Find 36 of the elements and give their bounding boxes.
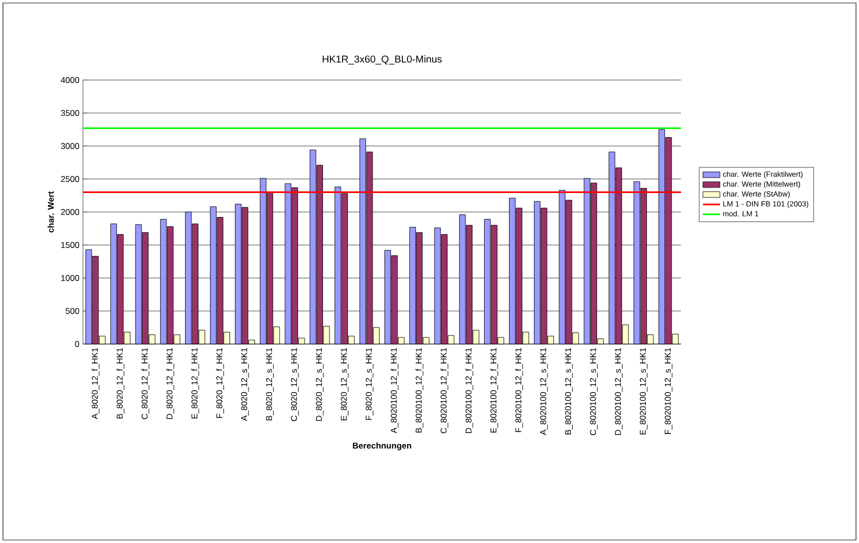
x-tick-label: E_8020_12_f_HK1 — [191, 348, 200, 418]
chart-title: HK1R_3x60_Q_BL0-Minus — [322, 55, 442, 65]
x-tick-label: F_8020100_12_f_HK1 — [515, 348, 523, 432]
x-tick-label: A_8020100_12_f_HK1 — [390, 348, 398, 434]
x-axis-title: Berechnungen — [352, 442, 412, 450]
x-tick-label: E_8020100_12_f_HK1 — [490, 348, 498, 433]
x-tick-label: D_8020100_12_s_HK1 — [614, 348, 623, 435]
y-tick-label: 500 — [66, 308, 80, 314]
x-tick-label: B_8020_12_f_HK1 — [116, 348, 124, 418]
x-tick-label: C_8020_12_s_HK1 — [291, 348, 299, 421]
x-tick-label: B_8020100_12_s_HK1 — [565, 348, 573, 434]
y-axis-title: char. Wert — [48, 191, 54, 232]
y-tick-label: 2000 — [61, 209, 80, 215]
y-tick-label: 4000 — [60, 77, 80, 83]
x-tick-label: E_8020100_12_s_HK1 — [640, 348, 648, 434]
y-tick-label: 0 — [75, 341, 80, 347]
x-tick-label: A_8020_12_f_HK1 — [92, 348, 100, 420]
y-tick-label: 3000 — [60, 143, 80, 149]
x-tick-label: C_8020100_12_s_HK1 — [590, 348, 598, 436]
x-tick-label: D_8020_12_s_HK1 — [316, 348, 324, 421]
x-tick-label: C_8020_12_f_HK1 — [141, 348, 150, 420]
x-tick-label: D_8020_12_f_HK1 — [166, 348, 174, 419]
y-tick-label: 3500 — [60, 110, 80, 116]
x-tick-label: C_8020100_12_f_HK1 — [440, 348, 448, 434]
x-tick-label: F_8020_12_s_HK1 — [366, 348, 374, 420]
x-tick-label: A_8020100_12_s_HK1 — [540, 348, 548, 436]
x-tick-label: E_8020_12_s_HK1 — [340, 348, 348, 420]
x-tick-label: B_8020_12_s_HK1 — [266, 348, 274, 420]
x-tick-label: B_8020100_12_f_HK1 — [415, 348, 424, 433]
y-tick-label: 1500 — [61, 242, 80, 248]
x-tick-label: A_8020_12_s_HK1 — [241, 348, 249, 421]
x-tick-label: F_8020100_12_s_HK1 — [664, 348, 672, 434]
x-tick-label: D_8020100_12_f_HK1 — [465, 348, 474, 433]
y-tick-label: 2500 — [61, 176, 80, 182]
x-tick-label: F_8020_12_f_HK1 — [216, 348, 224, 418]
y-tick-label: 1000 — [61, 275, 80, 281]
